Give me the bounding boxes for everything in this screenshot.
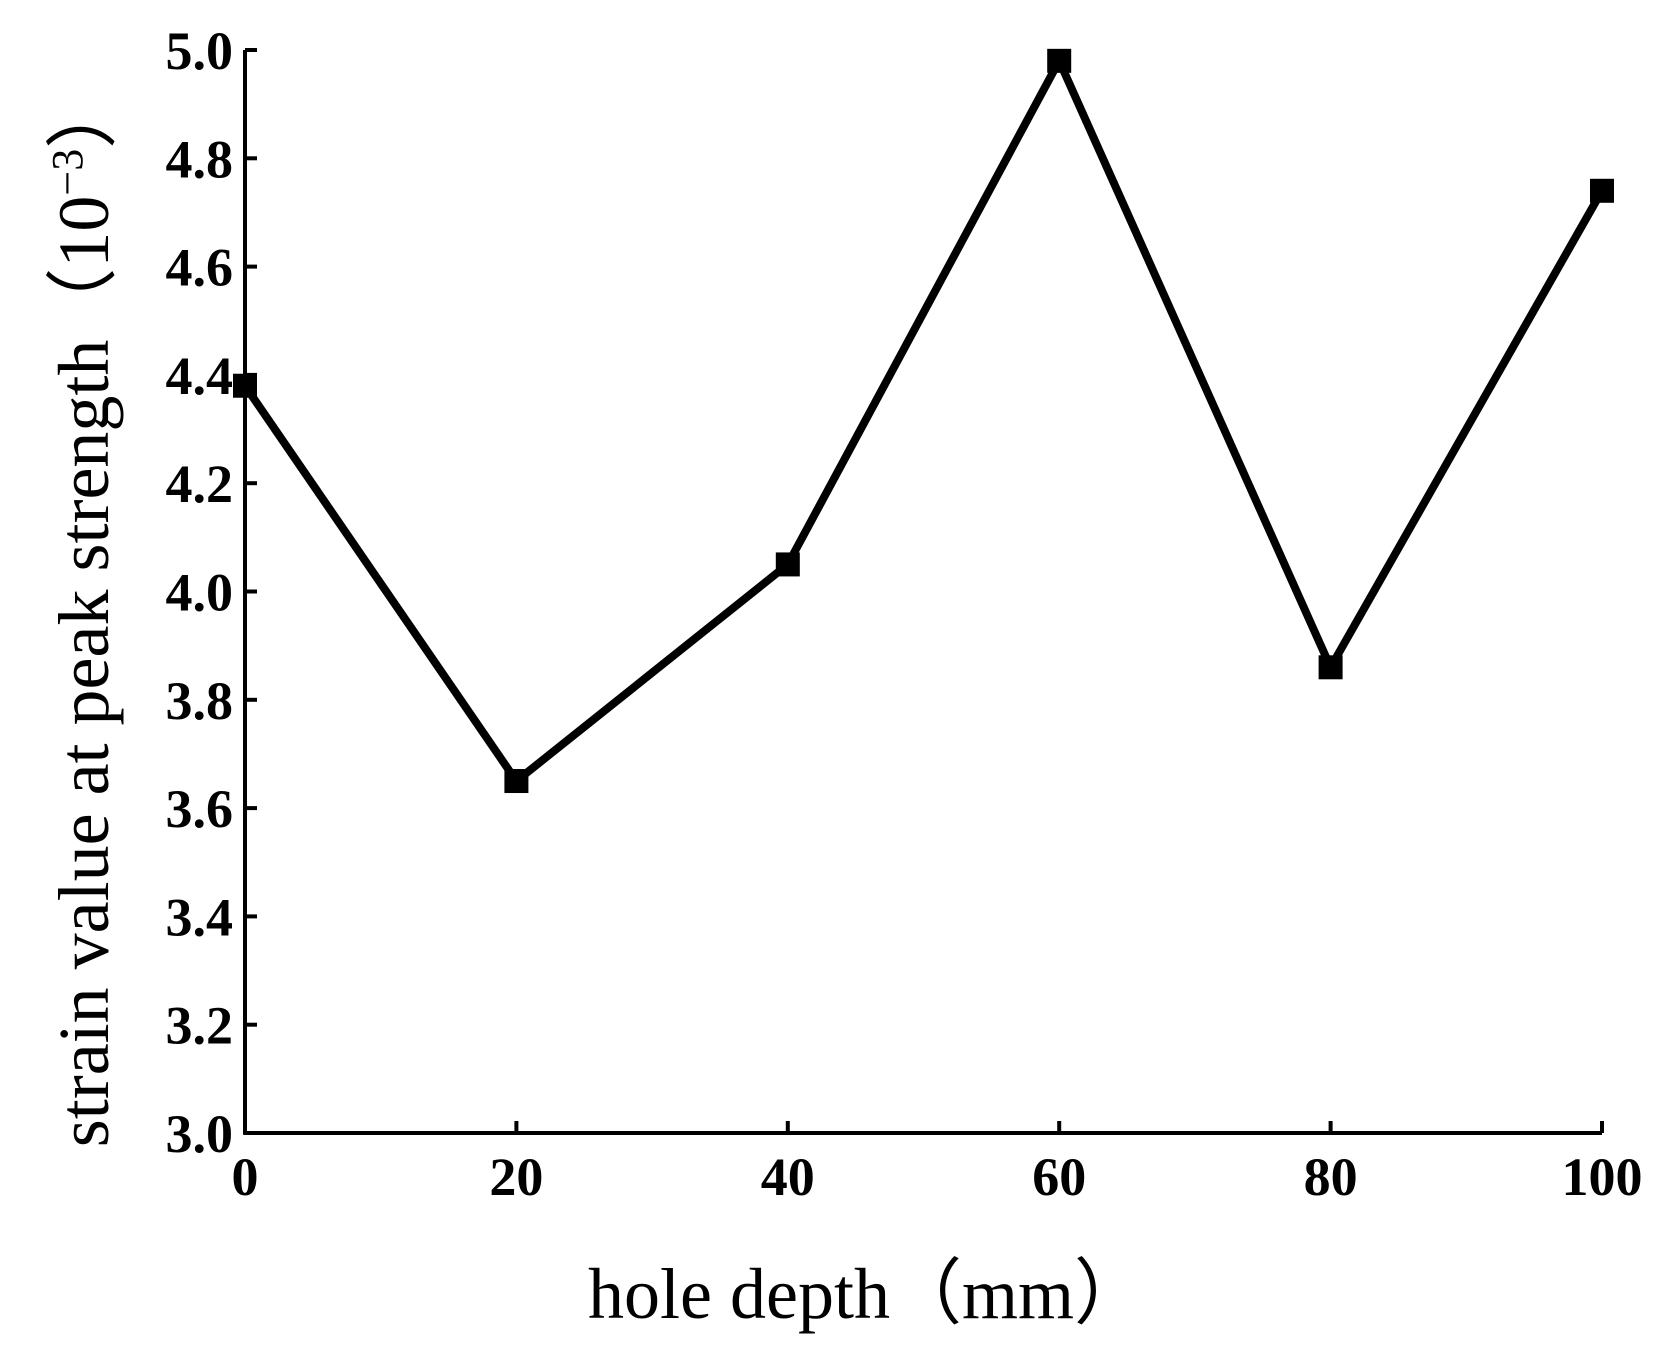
data-point-marker [1047,48,1072,73]
y-tick-label: 5.0 [166,21,234,81]
y-tick-label: 4.8 [166,129,234,189]
y-tick-label: 3.8 [166,671,234,731]
x-tick-label: 40 [761,1147,815,1207]
y-tick-label: 3.2 [166,996,234,1056]
y-tick-label: 3.0 [166,1104,234,1164]
y-tick-label: 3.6 [166,779,234,839]
x-tick-label: 60 [1032,1147,1086,1207]
x-tick-label: 0 [232,1147,259,1207]
data-point-marker [504,769,529,794]
x-axis-title: hole depth（mm） [588,1254,1146,1334]
data-point-marker [775,552,800,577]
x-tick-label: 100 [1562,1147,1643,1207]
axes [243,48,1604,1135]
x-tick-label: 80 [1304,1147,1358,1207]
series-line [241,51,1606,787]
data-point-marker [233,373,257,398]
data-point-marker [1590,178,1614,203]
y-tick-label: 4.2 [166,454,234,514]
y-axis-title-exponent: −3 [43,149,92,196]
data-point-marker [1318,655,1343,680]
y-tick-label: 3.4 [166,887,234,947]
y-tick-label: 4.0 [166,563,234,623]
y-axis-title-close: ） [44,77,124,149]
y-axis-title: strain value at peak strength（10−3） [43,77,124,1148]
series-layer [233,48,1614,794]
y-tick-label: 4.6 [166,238,234,298]
x-tick-label: 20 [489,1147,543,1207]
labels-layer: hole depth（mm） strain value at peak stre… [43,21,1643,1334]
y-tick-label: 4.4 [166,346,234,406]
y-axis-title-text: strain value at peak strength（10 [44,196,124,1148]
